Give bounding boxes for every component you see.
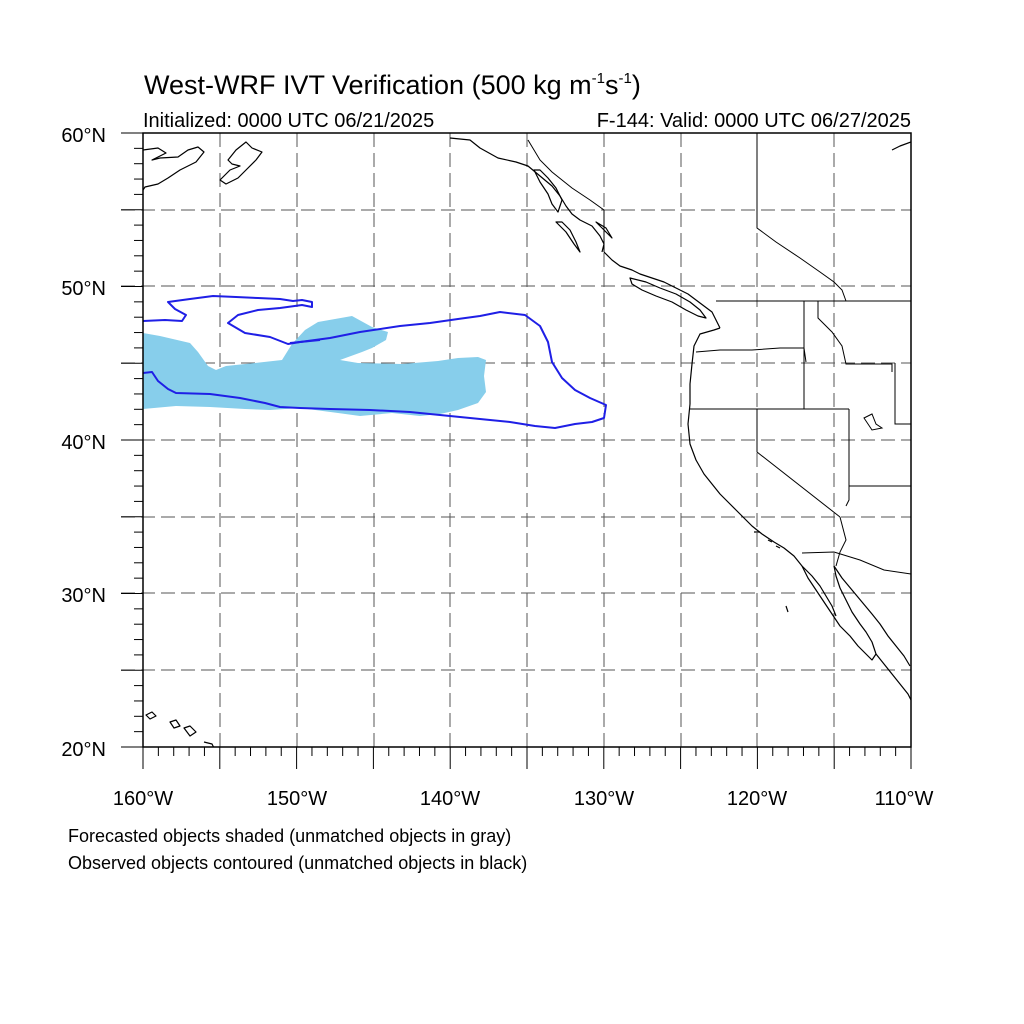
observed-contour-main <box>143 295 607 429</box>
chart-title: West-WRF IVT Verification (500 kg m-1s-1… <box>144 70 641 101</box>
observed-note: Observed objects contoured (unmatched ob… <box>68 853 528 873</box>
lon-label-140w: 140°W <box>420 788 480 810</box>
us-mexico-border <box>801 551 911 575</box>
forecast-note: Forecasted objects shaded (unmatched obj… <box>68 826 512 846</box>
forecast-ivt-object <box>143 316 486 416</box>
nevada-utah-border <box>845 409 850 507</box>
lat-label-30n: 30°N <box>61 585 106 607</box>
hudson-bay-edge <box>891 141 911 151</box>
title-mid: s <box>604 70 619 100</box>
init-time-subtitle: Initialized: 0000 UTC 06/21/2025 <box>143 110 435 132</box>
valid-time-subtitle: F-144: Valid: 0000 UTC 06/27/2025 <box>596 110 911 132</box>
nevada-border <box>756 409 841 518</box>
canada-coast <box>603 251 721 329</box>
title-main: West-WRF IVT Verification (500 kg m <box>144 70 592 100</box>
lon-label-110w: 110°W <box>875 788 934 810</box>
mexico-coast <box>875 653 911 701</box>
vancouver-island <box>629 277 707 319</box>
longitude-labels: 160°W 150°W 140°W 130°W 120°W 110°W <box>113 788 934 810</box>
lon-label-160w: 160°W <box>113 788 173 810</box>
observed-contour-inner-edge <box>289 339 321 344</box>
axis-ticks <box>121 132 912 769</box>
washington-oregon-border <box>695 347 807 363</box>
hawaii-islands <box>145 711 215 747</box>
gulf-of-california-coast <box>833 565 911 667</box>
channel-islands <box>754 531 789 613</box>
title-exponent-1: -1 <box>591 70 605 87</box>
baja-peninsula <box>801 565 877 661</box>
utah-border <box>849 363 911 487</box>
bc-alberta-border <box>756 133 847 302</box>
title-exponent-2: -1 <box>618 70 632 87</box>
lon-label-150w: 150°W <box>267 788 327 810</box>
lon-label-130w: 130°W <box>574 788 634 810</box>
latitude-labels: 60°N 50°N 40°N 30°N 20°N <box>61 125 106 761</box>
lat-label-40n: 40°N <box>61 432 106 454</box>
us-west-coast <box>687 327 837 617</box>
california-arizona-border <box>835 516 847 567</box>
lat-label-60n: 60°N <box>61 125 106 147</box>
title-end: ) <box>631 70 641 100</box>
lat-label-20n: 20°N <box>61 739 106 761</box>
great-salt-lake <box>863 413 884 431</box>
political-boundaries <box>527 133 911 575</box>
alaska-coast <box>143 146 205 191</box>
lat-label-50n: 50°N <box>61 278 106 300</box>
idaho-border <box>803 301 893 409</box>
kenai-coast <box>219 141 263 185</box>
observed-ivt-contours <box>143 295 607 429</box>
lon-label-120w: 120°W <box>727 788 787 810</box>
panhandle-islands <box>533 169 613 253</box>
gulf-of-alaska-coast <box>449 137 605 253</box>
graticule-grid <box>121 133 911 747</box>
coastlines <box>143 137 911 747</box>
alaska-canada-border <box>527 139 605 252</box>
